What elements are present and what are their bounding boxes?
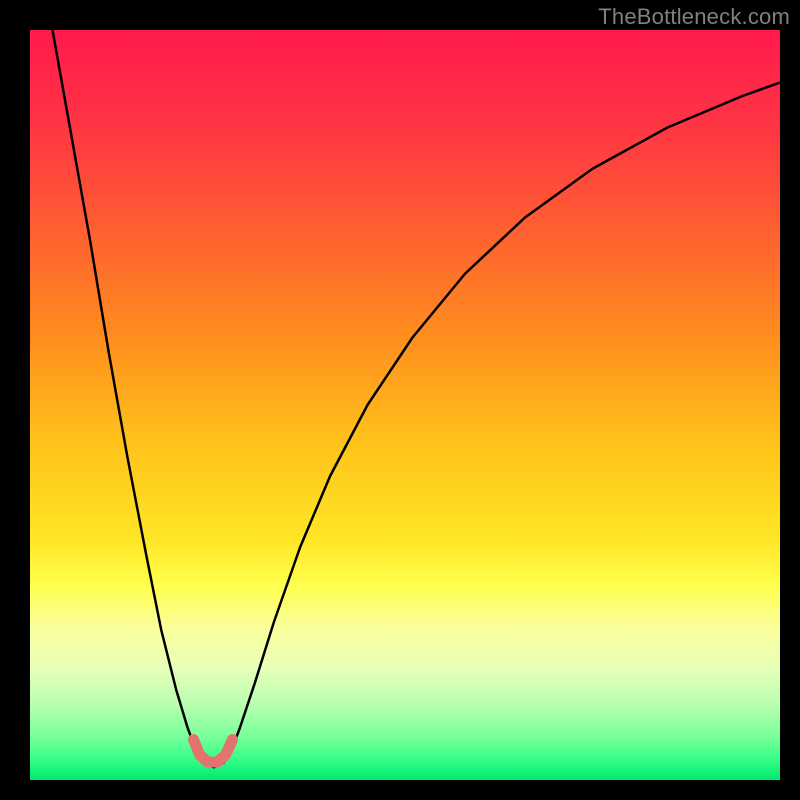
chart-container: { "canvas": { "width": 800, "height": 80… bbox=[0, 0, 800, 800]
gradient-background bbox=[30, 30, 780, 780]
chart-svg bbox=[30, 30, 780, 780]
watermark-text: TheBottleneck.com bbox=[598, 4, 790, 30]
plot-area bbox=[30, 30, 780, 780]
